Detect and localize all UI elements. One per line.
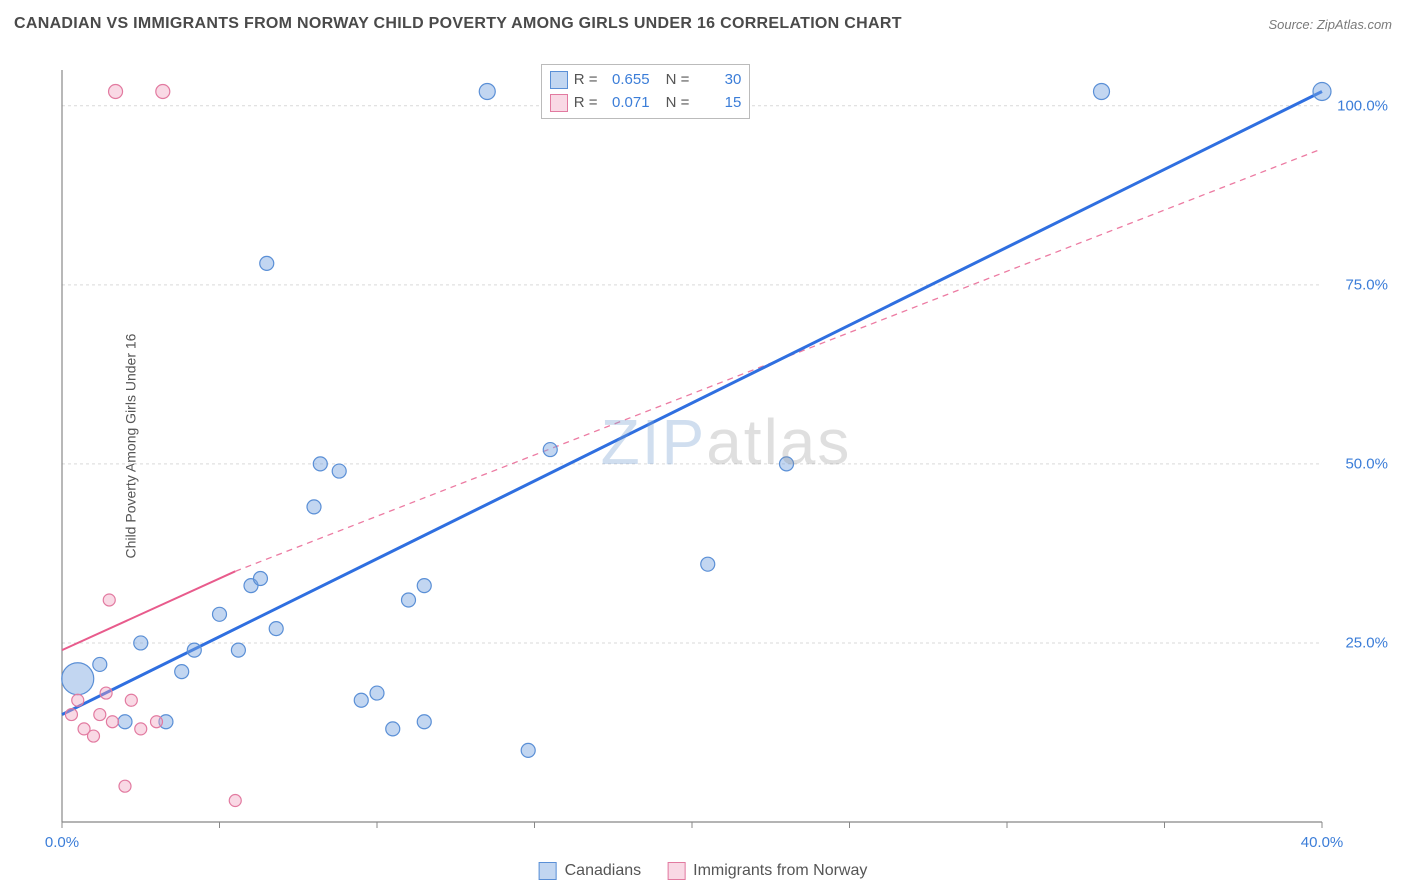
n-value: 30 <box>695 69 741 92</box>
r-label: R = <box>574 92 598 115</box>
legend-row: R = 0.071 N =15 <box>550 92 742 115</box>
legend-item: Immigrants from Norway <box>667 862 867 880</box>
legend-item: Canadians <box>539 862 642 880</box>
chart-title: CANADIAN VS IMMIGRANTS FROM NORWAY CHILD… <box>14 15 902 33</box>
legend-swatch <box>550 71 568 89</box>
n-label: N = <box>666 92 690 115</box>
y-tick-label: 50.0% <box>1345 455 1388 472</box>
legend-swatch <box>667 862 685 880</box>
legend-swatch <box>539 862 557 880</box>
y-tick-label: 100.0% <box>1337 97 1388 114</box>
scatter-chart-svg <box>60 42 1392 842</box>
legend-row: R = 0.655 N =30 <box>550 69 742 92</box>
chart-plot-area: ZIPatlas R =0.655N =30R =0.071N =15 25.0… <box>60 42 1392 842</box>
legend-swatch <box>550 94 568 112</box>
r-value: 0.071 <box>604 92 650 115</box>
n-value: 15 <box>695 92 741 115</box>
legend-label: Immigrants from Norway <box>693 862 867 880</box>
n-label: N = <box>666 69 690 92</box>
legend-label: Canadians <box>565 862 642 880</box>
r-value: 0.655 <box>604 69 650 92</box>
x-tick-label: 40.0% <box>1301 834 1344 851</box>
series-legend: Canadians Immigrants from Norway <box>539 862 868 880</box>
r-label: R = <box>574 69 598 92</box>
y-tick-label: 75.0% <box>1345 276 1388 293</box>
y-tick-label: 25.0% <box>1345 634 1388 651</box>
x-tick-label: 0.0% <box>45 834 79 851</box>
source-attribution: Source: ZipAtlas.com <box>1268 17 1392 32</box>
correlation-legend: R = 0.655 N =30 R = 0.071 N =15 <box>541 64 751 119</box>
